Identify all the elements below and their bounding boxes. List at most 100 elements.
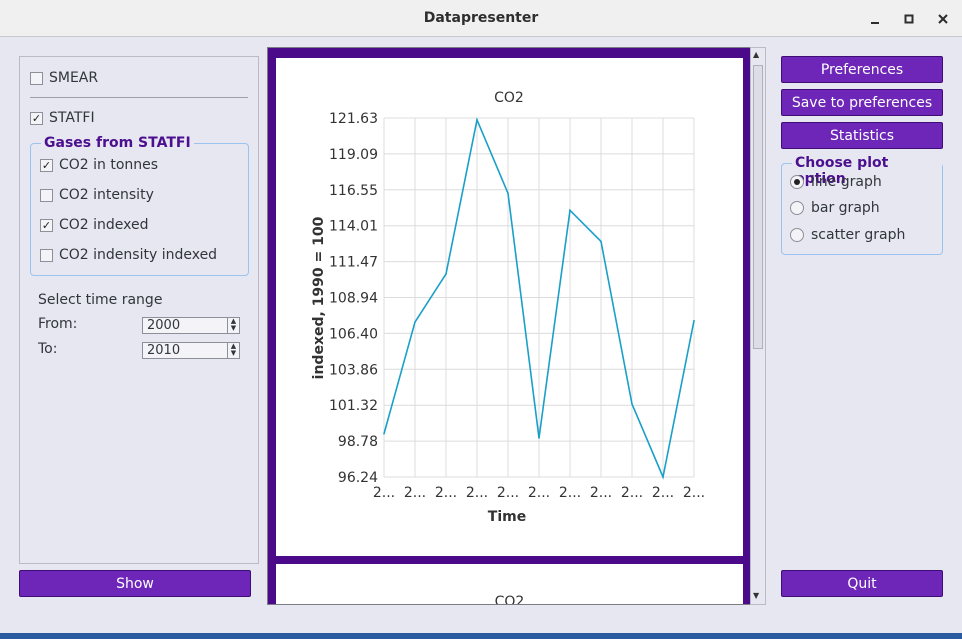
spin-arrows-icon[interactable]: ▲ ▼ xyxy=(227,318,239,333)
data-point xyxy=(631,403,633,405)
x-tick-label: 2... xyxy=(652,485,674,501)
smear-checkbox-box[interactable] xyxy=(30,71,43,85)
gases-group-title: Gases from STATFI xyxy=(41,135,194,151)
preferences-button[interactable]: Preferences xyxy=(781,56,943,83)
scrollbar-thumb[interactable] xyxy=(753,65,763,349)
y-tick-label: 121.63 xyxy=(329,111,378,127)
x-tick-label: 2... xyxy=(466,485,488,501)
radio-button[interactable] xyxy=(790,228,804,242)
chart-grid xyxy=(383,117,695,478)
gas-label: CO2 indexed xyxy=(59,217,149,233)
y-tick-label: 101.32 xyxy=(329,398,378,414)
plot-option-title: Choose plot option xyxy=(792,155,942,187)
data-point xyxy=(600,240,602,243)
smear-label: SMEAR xyxy=(49,70,99,86)
second-chart-title: CO2 xyxy=(494,594,525,605)
from-label: From: xyxy=(38,316,78,332)
y-axis-label: indexed, 1990 = 100 xyxy=(311,216,327,379)
radio-button[interactable] xyxy=(790,201,804,215)
statfi-label: STATFI xyxy=(49,110,95,126)
second-chart-panel: CO2 xyxy=(276,564,743,605)
radio-label: line graph xyxy=(811,174,882,190)
series-points xyxy=(383,119,695,478)
plot-scrollbar[interactable]: ▲ ▼ xyxy=(750,47,766,605)
to-label: To: xyxy=(38,341,58,357)
gas-checkbox-box[interactable]: ✓ xyxy=(40,158,53,172)
radio-bar-graph[interactable]: bar graph xyxy=(790,199,880,217)
chart-title: CO2 xyxy=(494,90,524,106)
save-to-preferences-button[interactable]: Save to preferences xyxy=(781,89,943,116)
gas-checkbox-box[interactable] xyxy=(40,188,53,202)
spin-arrows-icon[interactable]: ▲ ▼ xyxy=(227,343,239,358)
gas-label: CO2 intensity xyxy=(59,187,154,203)
to-year-spinbox[interactable]: 2010 ▲ ▼ xyxy=(142,342,240,359)
x-tick-labels: 2... 2... 2... 2... 2... 2... 2... 2... 2... 2...… xyxy=(373,485,705,501)
x-axis-label: Time xyxy=(488,509,526,525)
statistics-button[interactable]: Statistics xyxy=(781,122,943,149)
quit-button[interactable]: Quit xyxy=(781,570,943,597)
close-icon[interactable] xyxy=(933,9,953,29)
gas-checkbox-co2-intensity[interactable]: CO2 intensity xyxy=(40,185,154,205)
data-point xyxy=(414,321,416,323)
y-tick-label: 106.40 xyxy=(329,326,378,342)
data-point xyxy=(538,437,540,439)
radio-line-graph[interactable]: line graph xyxy=(790,173,882,191)
x-tick-label: 2... xyxy=(528,485,550,501)
y-tick-label: 114.01 xyxy=(329,219,378,235)
show-button[interactable]: Show xyxy=(19,570,251,597)
data-point xyxy=(445,273,447,275)
minimize-icon[interactable] xyxy=(865,9,885,29)
y-tick-label: 103.86 xyxy=(329,362,378,378)
statfi-checkbox[interactable]: ✓ STATFI xyxy=(30,108,95,128)
gas-label: CO2 indensity indexed xyxy=(59,247,218,263)
data-point xyxy=(569,209,571,212)
title-bar: Datapresenter xyxy=(0,0,962,37)
data-point xyxy=(476,119,478,121)
smear-checkbox[interactable]: SMEAR xyxy=(30,68,98,88)
x-tick-label: 2... xyxy=(435,485,457,501)
gas-label: CO2 in tonnes xyxy=(59,157,159,173)
x-tick-label: 2... xyxy=(590,485,612,501)
gas-checkbox-co2-indensity-indexed[interactable]: CO2 indensity indexed xyxy=(40,245,217,265)
x-tick-label: 2... xyxy=(404,485,426,501)
radio-button[interactable] xyxy=(790,175,804,189)
gases-groupbox: Gases from STATFI ✓ CO2 in tonnes CO2 in… xyxy=(30,135,249,276)
radio-label: scatter graph xyxy=(811,227,906,243)
data-point xyxy=(383,432,385,435)
chart-panel: CO2 121.63 119.09 116.55 114.01 111.47 108.94… xyxy=(276,58,743,556)
to-year-value: 2010 xyxy=(147,343,181,358)
time-range-label: Select time range xyxy=(38,292,163,308)
co2-line-chart: CO2 121.63 119.09 116.55 114.01 111.47 108.94… xyxy=(311,90,705,525)
maximize-icon[interactable] xyxy=(899,9,919,29)
data-point xyxy=(693,319,695,322)
taskbar-edge xyxy=(0,633,962,639)
x-tick-label: 2... xyxy=(621,485,643,501)
from-year-value: 2000 xyxy=(147,318,181,333)
y-tick-label: 108.94 xyxy=(329,291,378,307)
y-tick-label: 119.09 xyxy=(329,147,378,163)
x-tick-label: 2... xyxy=(497,485,519,501)
statfi-checkbox-box[interactable]: ✓ xyxy=(30,111,43,125)
gas-checkbox-co2-tonnes[interactable]: ✓ CO2 in tonnes xyxy=(40,155,158,175)
y-tick-label: 111.47 xyxy=(329,255,378,271)
plot-scroll-area[interactable]: CO2 121.63 119.09 116.55 114.01 111.47 108.94… xyxy=(267,47,751,605)
scroll-up-icon[interactable]: ▲ xyxy=(753,50,760,59)
y-tick-label: 96.24 xyxy=(338,470,378,486)
data-source-panel: SMEAR ✓ STATFI Gases from STATFI ✓ CO2 i… xyxy=(19,56,259,564)
radio-label: bar graph xyxy=(811,200,880,216)
from-year-spinbox[interactable]: 2000 ▲ ▼ xyxy=(142,317,240,334)
radio-scatter-graph[interactable]: scatter graph xyxy=(790,226,905,244)
gas-checkbox-box[interactable]: ✓ xyxy=(40,218,53,232)
y-tick-label: 116.55 xyxy=(329,183,378,199)
data-point xyxy=(662,476,664,478)
gas-checkbox-box[interactable] xyxy=(40,248,53,262)
x-tick-label: 2... xyxy=(683,485,705,501)
scroll-down-icon[interactable]: ▼ xyxy=(753,591,760,600)
y-tick-labels: 121.63 119.09 116.55 114.01 111.47 108.94 106.… xyxy=(329,111,378,486)
x-tick-label: 2... xyxy=(559,485,581,501)
window-title: Datapresenter xyxy=(423,10,539,26)
gas-checkbox-co2-indexed[interactable]: ✓ CO2 indexed xyxy=(40,215,149,235)
data-point xyxy=(507,192,509,195)
separator xyxy=(30,97,248,98)
x-tick-label: 2... xyxy=(373,485,395,501)
